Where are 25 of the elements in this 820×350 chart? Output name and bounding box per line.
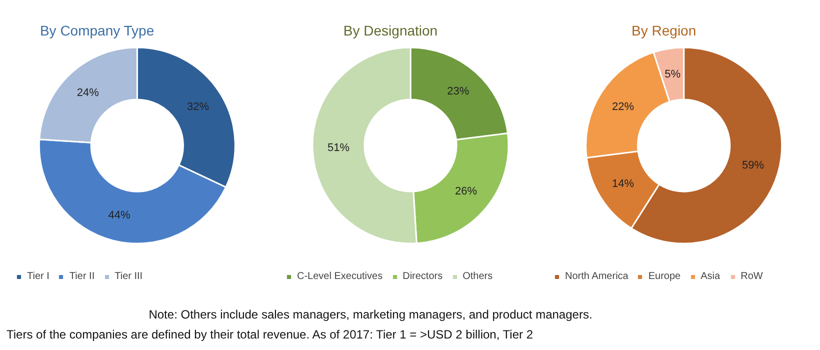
legend-label: RoW [740, 271, 763, 282]
data-label: 5% [664, 68, 681, 80]
legend-label: C-Level Executives [297, 271, 383, 282]
legend-label: Asia [700, 271, 721, 282]
chart-title: By Region [632, 22, 696, 38]
text: Note: Others include sales managers, marketing managers, and product managers. [148, 308, 592, 322]
data-label: 14% [612, 178, 634, 190]
data-label: 51% [327, 142, 350, 154]
legend-label: Others [462, 271, 493, 282]
legend-label: Tier II [69, 271, 95, 282]
legend-label: Directors [402, 271, 443, 282]
data-label: 22% [612, 100, 634, 113]
chart-title: By Designation [343, 22, 438, 38]
data-label: 59% [742, 160, 764, 172]
data-label: 24% [76, 86, 100, 99]
chart-title: By Company Type [40, 22, 154, 38]
legend-label: Tier III [114, 271, 143, 282]
data-label: 23% [447, 85, 470, 98]
legend-label: Europe [648, 271, 681, 282]
data-label: 44% [108, 209, 130, 222]
text: Tiers of the companies are defined by their total revenue. As of 2017: Tier 1 = >USD 2 billion, Tier 2 [6, 328, 534, 342]
legend-label: Tier I [27, 271, 50, 282]
legend-label: North America [565, 271, 628, 282]
data-label: 26% [454, 185, 478, 198]
data-label: 32% [186, 100, 210, 113]
